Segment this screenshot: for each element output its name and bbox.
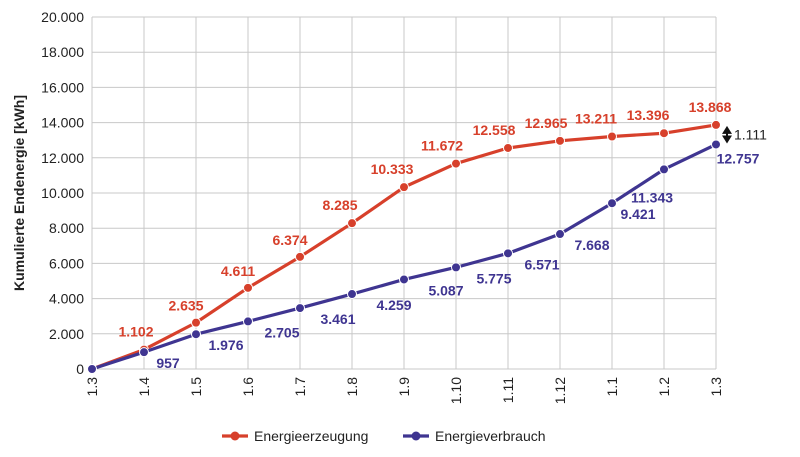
x-tick-label: 1.8 — [344, 377, 360, 397]
data-point — [711, 119, 721, 130]
x-tick-label: 1.12 — [552, 377, 568, 404]
y-tick-label: 16.000 — [41, 79, 84, 95]
x-tick-label: 1.3 — [708, 377, 724, 397]
data-point — [659, 128, 669, 139]
legend-entry: Energieverbrauch — [435, 428, 546, 444]
data-label: 11.343 — [631, 189, 673, 205]
x-tick-label: 1.6 — [240, 377, 256, 397]
x-tick-label: 1.2 — [656, 377, 672, 397]
data-label: 12.558 — [473, 122, 516, 138]
y-tick-label: 10.000 — [41, 185, 84, 201]
y-tick-label: 8.000 — [49, 220, 84, 236]
y-axis-label: Kumulierte Endenergie [kWh] — [11, 95, 27, 291]
y-tick-label: 18.000 — [41, 44, 84, 60]
x-axis: 1.3 1.4 1.5 1.6 1.7 1.8 1.9 1.10 1.11 1.12 1.1 1.2 1… — [84, 377, 724, 404]
data-point — [243, 316, 253, 327]
y-tick-label: 6.000 — [49, 255, 84, 271]
data-point — [243, 282, 253, 293]
y-axis: 0 2.000 4.000 6.000 8.000 10.000 12.000 14.000 1… — [41, 9, 84, 377]
data-point — [503, 142, 513, 153]
legend-entry: Energieerzeugung — [254, 428, 368, 444]
data-point — [451, 158, 461, 169]
data-label: 9.421 — [620, 206, 655, 222]
data-label: 2.705 — [264, 324, 299, 340]
y-tick-label: 12.000 — [41, 150, 84, 166]
data-label: 4.611 — [221, 263, 255, 279]
data-label: 13.396 — [627, 107, 670, 123]
data-label: 4.259 — [376, 297, 411, 313]
data-label: 7.668 — [574, 237, 609, 253]
difference-annotation: 1.111 — [722, 125, 767, 144]
data-point — [191, 317, 201, 328]
data-label: 957 — [156, 355, 180, 371]
x-tick-label: 1.1 — [604, 377, 620, 397]
data-point — [451, 262, 461, 273]
data-point — [555, 135, 565, 146]
data-label: 6.571 — [524, 256, 559, 272]
legend-swatch-marker — [230, 431, 240, 441]
data-point — [295, 251, 305, 262]
data-label: 12.965 — [525, 115, 568, 131]
data-label: 1.976 — [208, 337, 243, 353]
data-point — [659, 164, 669, 175]
data-label: 11.672 — [421, 138, 463, 154]
data-point — [607, 198, 617, 209]
x-tick-label: 1.10 — [448, 377, 464, 404]
data-point — [399, 274, 409, 285]
x-tick-label: 1.11 — [500, 377, 516, 403]
data-point — [607, 131, 617, 142]
data-point — [87, 364, 97, 374]
legend-swatch-marker — [411, 431, 421, 441]
arrow-head-up — [722, 125, 732, 134]
data-label: 12.757 — [717, 150, 760, 166]
x-tick-label: 1.7 — [292, 377, 308, 397]
data-label: 3.461 — [320, 311, 355, 327]
x-tick-label: 1.5 — [188, 377, 204, 397]
data-label: 10.333 — [371, 161, 414, 177]
y-tick-label: 4.000 — [49, 291, 84, 307]
data-point — [191, 329, 201, 340]
y-tick-label: 14.000 — [41, 115, 84, 131]
data-label: 1.102 — [118, 324, 153, 340]
data-point — [555, 229, 565, 240]
y-tick-label: 20.000 — [41, 9, 84, 25]
x-tick-label: 1.9 — [396, 377, 412, 397]
data-point — [503, 248, 513, 259]
data-point — [295, 303, 305, 314]
data-label: 5.775 — [476, 270, 511, 286]
data-point — [399, 182, 409, 193]
x-tick-label: 1.3 — [84, 377, 100, 397]
x-tick-label: 1.4 — [136, 377, 152, 397]
data-point — [711, 139, 721, 150]
arrow-head-down — [722, 135, 732, 144]
y-tick-label: 0 — [76, 361, 84, 377]
difference-label: 1.111 — [734, 127, 767, 143]
data-label: 13.868 — [689, 99, 732, 115]
data-point — [139, 347, 149, 358]
data-label: 2.635 — [168, 298, 203, 314]
data-labels: 1.102 2.635 4.611 6.374 8.285 10.333 11.672 12.… — [118, 99, 759, 371]
data-label: 8.285 — [322, 197, 357, 213]
legend: Energieerzeugung Energieverbrauch — [222, 428, 546, 444]
series — [87, 119, 721, 374]
data-point — [347, 289, 357, 300]
grid — [91, 16, 717, 370]
data-label: 5.087 — [428, 282, 463, 298]
y-tick-label: 2.000 — [49, 326, 84, 342]
data-point — [347, 218, 357, 229]
data-label: 6.374 — [272, 232, 307, 248]
data-label: 13.211 — [575, 110, 617, 126]
